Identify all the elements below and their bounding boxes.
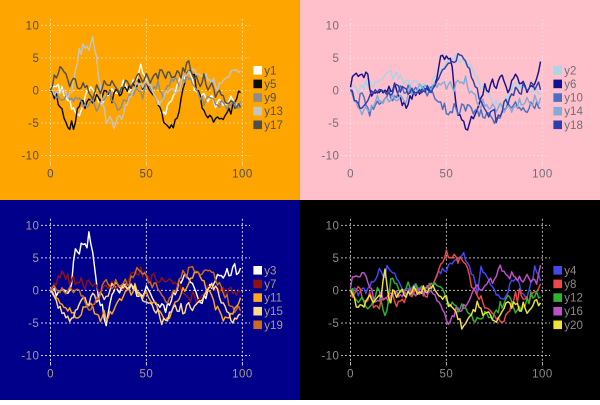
svg-text:y11: y11 <box>264 293 282 305</box>
svg-text:0: 0 <box>332 86 339 98</box>
svg-text:y14: y14 <box>564 106 583 118</box>
svg-text:10: 10 <box>326 21 340 33</box>
svg-text:10: 10 <box>26 221 40 233</box>
svg-text:0: 0 <box>332 286 339 298</box>
svg-text:y8: y8 <box>564 279 576 291</box>
svg-text:0: 0 <box>347 168 354 180</box>
svg-text:y13: y13 <box>264 106 283 118</box>
svg-text:y4: y4 <box>564 265 577 277</box>
svg-text:y18: y18 <box>564 120 583 132</box>
svg-text:5: 5 <box>332 53 339 65</box>
svg-text:-5: -5 <box>28 118 39 130</box>
svg-text:-5: -5 <box>328 318 339 330</box>
svg-text:0: 0 <box>32 86 39 98</box>
svg-text:0: 0 <box>347 368 354 380</box>
svg-text:50: 50 <box>440 368 454 380</box>
svg-text:100: 100 <box>232 168 253 180</box>
svg-text:10: 10 <box>326 221 340 233</box>
svg-text:50: 50 <box>140 368 154 380</box>
svg-text:100: 100 <box>232 368 253 380</box>
svg-text:y16: y16 <box>564 306 583 318</box>
svg-text:-10: -10 <box>321 151 339 163</box>
svg-text:5: 5 <box>32 53 39 65</box>
svg-text:50: 50 <box>440 168 454 180</box>
svg-text:-5: -5 <box>28 318 39 330</box>
svg-text:5: 5 <box>332 253 339 265</box>
svg-text:y20: y20 <box>564 320 583 332</box>
svg-text:0: 0 <box>32 286 39 298</box>
svg-text:5: 5 <box>32 253 39 265</box>
svg-text:y12: y12 <box>564 293 583 305</box>
svg-text:100: 100 <box>532 368 553 380</box>
svg-text:-10: -10 <box>321 351 339 363</box>
svg-text:y5: y5 <box>264 79 276 91</box>
svg-text:100: 100 <box>532 168 553 180</box>
svg-text:-10: -10 <box>21 151 39 163</box>
svg-text:y7: y7 <box>264 279 276 291</box>
svg-text:-5: -5 <box>328 118 339 130</box>
svg-text:-10: -10 <box>21 351 39 363</box>
svg-text:10: 10 <box>26 21 40 33</box>
svg-text:y15: y15 <box>264 306 283 318</box>
svg-text:y9: y9 <box>264 93 276 105</box>
svg-text:0: 0 <box>47 168 54 180</box>
svg-text:0: 0 <box>47 368 54 380</box>
svg-text:y6: y6 <box>564 79 576 91</box>
svg-text:y19: y19 <box>264 320 283 332</box>
svg-text:y3: y3 <box>264 265 276 277</box>
svg-text:50: 50 <box>140 168 154 180</box>
svg-text:y17: y17 <box>264 120 283 132</box>
svg-text:y2: y2 <box>564 65 576 77</box>
svg-text:y10: y10 <box>564 93 583 105</box>
svg-text:y1: y1 <box>264 65 276 77</box>
